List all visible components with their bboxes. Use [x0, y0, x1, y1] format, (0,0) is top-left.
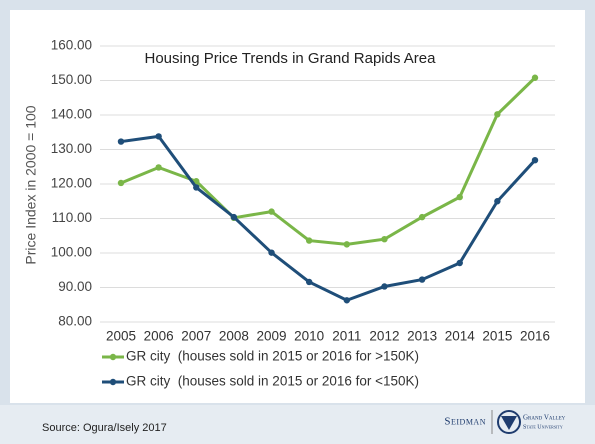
series-marker: [418, 213, 426, 221]
x-tick-label: 2006: [144, 329, 174, 344]
source: Source: Ogura/Isely 2017: [42, 422, 167, 434]
series-marker: [230, 213, 238, 221]
logo-icon-mark: [501, 416, 517, 430]
x-tick-label: 2015: [482, 329, 512, 344]
series-marker: [155, 164, 162, 171]
legend-label: GR city (houses sold in 2015 or 2016 for…: [126, 374, 419, 389]
series-marker: [418, 276, 426, 283]
y-tick-label: 150.00: [51, 72, 92, 87]
series-marker: [155, 133, 162, 140]
series-marker: [117, 138, 125, 145]
y-axis-label: Price Index in 2000 = 100: [23, 105, 39, 264]
series-marker: [193, 184, 200, 191]
series-marker: [268, 208, 275, 215]
y-tick-label: 110.00: [52, 210, 92, 225]
x-tick-label: 2013: [407, 329, 437, 344]
y-tick-label: 130.00: [51, 141, 92, 156]
series-marker: [305, 237, 313, 244]
series-marker: [343, 241, 351, 248]
series-marker: [381, 283, 388, 290]
x-tick-label: 2007: [181, 329, 211, 344]
logo-right-bottom: State University: [523, 424, 563, 430]
x-tick-label: 2008: [219, 329, 249, 344]
y-tick-label: 140.00: [51, 107, 92, 122]
logo-left: Seidman: [444, 416, 486, 428]
series-marker: [494, 198, 501, 205]
x-tick-label: 2016: [520, 329, 550, 344]
logo-right-top: Grand Valley: [523, 414, 566, 422]
series-marker: [268, 249, 275, 256]
series-marker: [117, 179, 125, 187]
y-tick-label: 100.00: [51, 245, 92, 260]
series-marker: [531, 74, 539, 81]
x-tick-label: 2011: [332, 329, 361, 344]
x-tick-label: 2005: [106, 329, 136, 344]
x-tick-label: 2012: [369, 329, 399, 344]
series-marker: [456, 193, 463, 201]
series-line: [120, 134, 537, 302]
series-marker: [531, 156, 539, 164]
x-tick-label: 2014: [445, 329, 476, 344]
chart-title: Housing Price Trends in Grand Rapids Are…: [145, 50, 437, 67]
y-tick-label: 120.00: [51, 176, 92, 191]
legend-marker: [109, 378, 117, 386]
footer-strip: [0, 405, 595, 444]
logo-icon: [497, 410, 521, 434]
x-tick-label: 2009: [257, 329, 287, 344]
series-marker: [343, 297, 351, 304]
x-tick-label: 2010: [294, 329, 324, 344]
series-marker: [305, 278, 313, 286]
series-marker: [381, 236, 388, 243]
legend-label: GR city (houses sold in 2015 or 2016 for…: [126, 349, 419, 364]
y-tick-label: 160.00: [51, 38, 92, 53]
series-marker: [456, 259, 463, 267]
chart-panel: [10, 10, 585, 403]
series-marker: [494, 111, 501, 118]
y-tick-label: 80.00: [58, 314, 92, 329]
legend-marker: [109, 353, 117, 361]
y-tick-label: 90.00: [58, 279, 92, 294]
